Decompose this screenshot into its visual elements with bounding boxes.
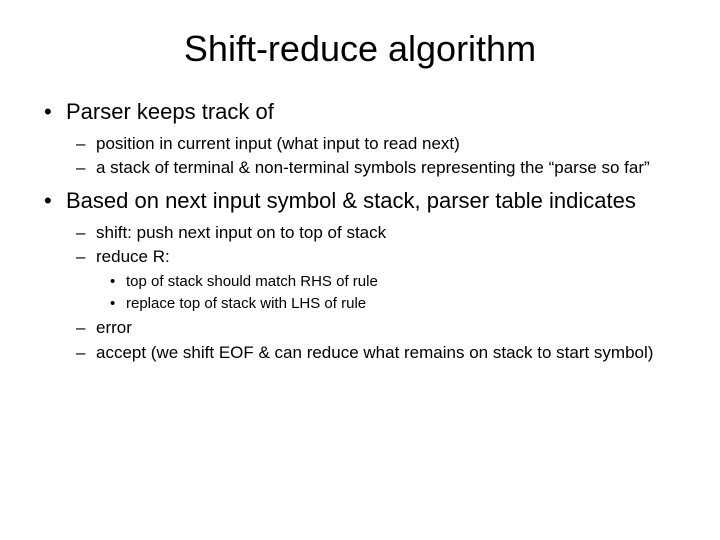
list-item: error — [66, 317, 680, 339]
bullet-text: Parser keeps track of — [66, 99, 274, 124]
list-item: replace top of stack with LHS of rule — [96, 294, 680, 314]
list-item: a stack of terminal & non-terminal symbo… — [66, 157, 680, 179]
list-item: reduce R: top of stack should match RHS … — [66, 246, 680, 313]
bullet-text: position in current input (what input to… — [96, 134, 460, 153]
slide-title: Shift-reduce algorithm — [40, 28, 680, 70]
list-item: Based on next input symbol & stack, pars… — [40, 187, 680, 364]
bullet-list-lvl1: Parser keeps track of position in curren… — [40, 98, 680, 364]
list-item: accept (we shift EOF & can reduce what r… — [66, 342, 680, 364]
bullet-text: replace top of stack with LHS of rule — [126, 295, 366, 312]
list-item: top of stack should match RHS of rule — [96, 272, 680, 292]
bullet-text: accept (we shift EOF & can reduce what r… — [96, 343, 653, 362]
bullet-list-lvl2: shift: push next input on to top of stac… — [66, 222, 680, 364]
bullet-text: Based on next input symbol & stack, pars… — [66, 188, 636, 213]
bullet-text: error — [96, 318, 132, 337]
bullet-list-lvl2: position in current input (what input to… — [66, 133, 680, 180]
bullet-text: shift: push next input on to top of stac… — [96, 223, 386, 242]
list-item: position in current input (what input to… — [66, 133, 680, 155]
list-item: shift: push next input on to top of stac… — [66, 222, 680, 244]
bullet-list-lvl3: top of stack should match RHS of rule re… — [96, 272, 680, 313]
list-item: Parser keeps track of position in curren… — [40, 98, 680, 179]
bullet-text: a stack of terminal & non-terminal symbo… — [96, 158, 650, 177]
bullet-text: top of stack should match RHS of rule — [126, 273, 378, 290]
slide: Shift-reduce algorithm Parser keeps trac… — [0, 0, 720, 540]
bullet-text: reduce R: — [96, 247, 170, 266]
